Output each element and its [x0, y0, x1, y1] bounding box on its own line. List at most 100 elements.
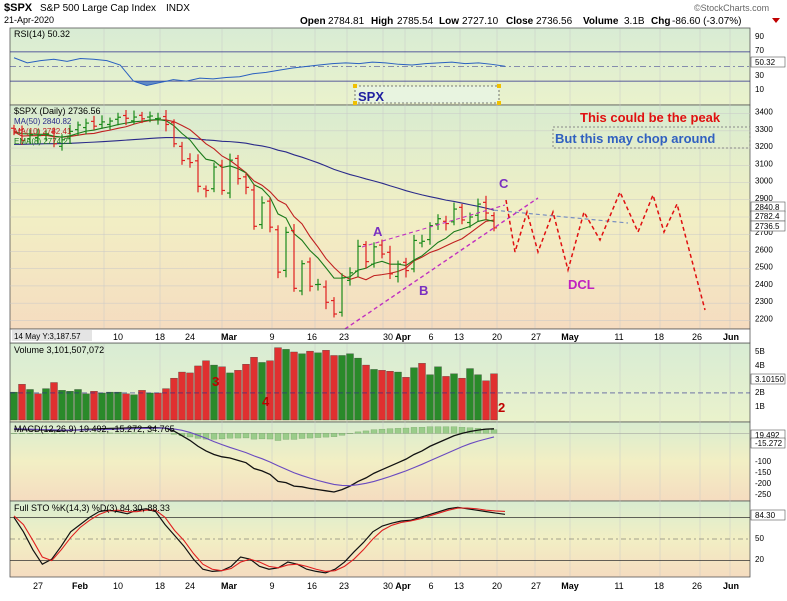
macd-hist-37 — [307, 433, 313, 438]
macd-hist-28 — [235, 433, 241, 438]
macd-hist-54 — [443, 427, 449, 434]
volume-bar-11 — [99, 393, 106, 420]
exchange: INDX — [166, 3, 190, 14]
bottom-x-tick-1: Feb — [72, 581, 89, 591]
price-tag-2: 2736.5 — [755, 222, 780, 231]
price-x-tick-1: 18 — [155, 332, 165, 342]
volume-bar-10 — [91, 391, 98, 420]
macd-axis-3: -150 — [755, 468, 772, 477]
macd-hist-45 — [371, 430, 377, 434]
volume-bar-32 — [267, 361, 274, 420]
volume-bar-46 — [379, 370, 386, 420]
volume-bar-15 — [131, 395, 138, 420]
price-x-tick-11: 20 — [492, 332, 502, 342]
sto-axis-2: 20 — [755, 555, 764, 564]
volume-bar-58 — [475, 375, 482, 420]
volume-bar-4 — [43, 389, 50, 420]
price-x-tick-3: Mar — [221, 332, 238, 342]
macd-hist-32 — [267, 433, 273, 439]
price-x-tick-9: 6 — [428, 332, 433, 342]
volume-bar-55 — [451, 374, 458, 420]
rsi-axis-0: 90 — [755, 32, 764, 41]
macd-hist-52 — [427, 427, 433, 434]
right-axis-labels: 907050.323010340033003200310030002900280… — [751, 32, 785, 564]
down-arrow-icon — [772, 18, 780, 23]
volume-bar-2 — [27, 389, 34, 420]
volume-axis-1: 4B — [755, 361, 765, 370]
low-label: Low — [439, 16, 459, 27]
macd-hist-46 — [379, 429, 385, 433]
legend-ma50: MA(50) 2840.82 — [14, 117, 72, 126]
macd-hist-22 — [187, 433, 193, 437]
bottom-x-tick-14: 27 — [531, 581, 541, 591]
sto-axis-0: 84.30 — [755, 511, 776, 520]
bottom-x-tick-16: 11 — [614, 581, 623, 591]
bottom-x-tick-6: 9 — [269, 581, 274, 591]
chg-label: Chg — [651, 16, 670, 27]
spx-label-handle-3 — [497, 101, 501, 105]
volume-bar-29 — [243, 364, 250, 420]
volume-bar-0 — [11, 392, 18, 420]
price-x-tick-6: 23 — [339, 332, 349, 342]
price-axis-9: 2500 — [755, 263, 773, 272]
watermark: ©StockCharts.com — [694, 3, 769, 13]
price-x-tick-8: Apr — [395, 332, 411, 342]
volume-bar-35 — [291, 352, 298, 420]
bottom-x-tick-2: 10 — [113, 581, 123, 591]
price-axis-2: 3200 — [755, 142, 773, 151]
volume-bar-13 — [115, 392, 122, 420]
volume-bar-19 — [163, 389, 170, 420]
price-x-tick-13: May — [561, 332, 579, 342]
bottom-x-tick-19: Jun — [723, 581, 739, 591]
macd-hist-40 — [331, 433, 337, 436]
dcl-label: DCL — [568, 277, 595, 292]
volume-bar-12 — [107, 392, 114, 420]
macd-hist-38 — [315, 433, 321, 437]
macd-hist-39 — [323, 433, 329, 437]
spx-label-handle-1 — [497, 84, 501, 88]
volume-bar-60 — [491, 374, 498, 420]
macd-hist-49 — [403, 428, 409, 433]
price-tag-0: 2840.8 — [755, 203, 780, 212]
symbol: $SPX — [4, 2, 33, 14]
bottom-x-tick-12: 13 — [454, 581, 464, 591]
price-x-tick-16: 26 — [692, 332, 702, 342]
crosshair-info: 14 May Y:3,187.57 — [14, 332, 81, 341]
volume-bar-47 — [387, 371, 394, 420]
macd-hist-25 — [211, 433, 217, 439]
macd-axis-1: -15.272 — [755, 439, 783, 448]
high-label: High — [371, 16, 393, 27]
volume-bar-57 — [467, 369, 474, 420]
macd-hist-51 — [419, 427, 425, 433]
volume-bar-50 — [411, 368, 418, 420]
macd-axis-5: -250 — [755, 490, 772, 499]
price-axis-4: 3000 — [755, 177, 773, 186]
macd-hist-43 — [355, 432, 361, 433]
price-tag-1: 2782.4 — [755, 212, 780, 221]
open-value: 2784.81 — [328, 16, 365, 27]
macd-hist-30 — [251, 433, 257, 439]
volume-bar-42 — [347, 354, 354, 420]
volume-bar-59 — [483, 381, 490, 420]
sto-axis-1: 50 — [755, 534, 764, 543]
volume-label-4: 4 — [262, 394, 270, 409]
volume-bar-6 — [59, 390, 66, 420]
bottom-x-tick-18: 26 — [692, 581, 702, 591]
macd-hist-26 — [219, 433, 225, 439]
macd-hist-44 — [363, 431, 369, 433]
macd-hist-53 — [435, 427, 441, 434]
macd-hist-50 — [411, 427, 417, 433]
index-name: S&P 500 Large Cap Index — [40, 3, 156, 14]
volume-title: Volume 3,101,507,072 — [14, 345, 104, 355]
volume-bar-30 — [251, 357, 258, 420]
rsi-axis-3: 30 — [755, 71, 764, 80]
volume-bar-28 — [235, 370, 242, 420]
price-axis-12: 2200 — [755, 314, 773, 323]
macd-hist-41 — [339, 433, 345, 435]
spx-label-handle-2 — [353, 101, 357, 105]
volume-axis-4: 1B — [755, 402, 765, 411]
volume-bar-37 — [307, 351, 314, 420]
